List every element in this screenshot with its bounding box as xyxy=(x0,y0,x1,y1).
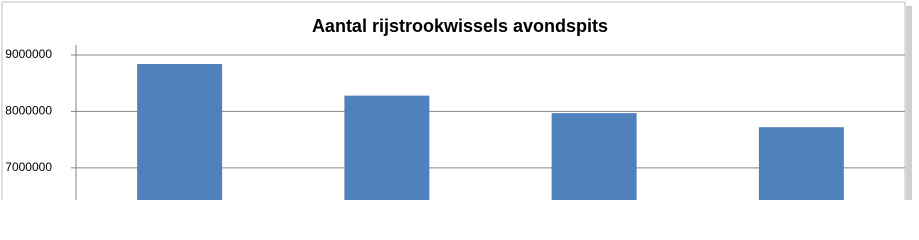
bar xyxy=(344,95,430,200)
page: Aantal rijstrookwissels avondspits 70000… xyxy=(1,1,912,200)
chart-title: Aantal rijstrookwissels avondspits xyxy=(312,16,608,36)
plot-area: 7000000 8000000 9000000 xyxy=(5,45,905,200)
bar xyxy=(137,64,223,200)
frame-shadow xyxy=(906,6,912,200)
y-tick-label: 9000000 xyxy=(5,47,52,61)
y-tick-label: 8000000 xyxy=(5,104,52,118)
chart: Aantal rijstrookwissels avondspits 70000… xyxy=(1,1,912,200)
bar xyxy=(551,113,637,200)
bar xyxy=(758,127,844,200)
y-tick-label: 7000000 xyxy=(5,160,52,174)
